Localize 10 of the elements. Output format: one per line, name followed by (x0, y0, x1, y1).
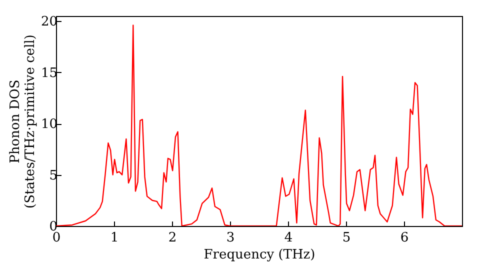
x-tick-label: 5 (342, 230, 351, 246)
x-tick-label: 4 (284, 230, 293, 246)
y-tick-label: 15 (40, 66, 58, 81)
x-tick-label: 3 (226, 230, 235, 246)
x-tick-label: 2 (168, 230, 177, 246)
y-axis-title: Phonon DOS (States/THz·primitive cell) (8, 34, 38, 209)
x-axis-title: Frequency (THz) (204, 248, 316, 262)
x-tick-label: 6 (400, 230, 409, 246)
x-tick-label: 1 (110, 230, 119, 246)
line-series (56, 24, 462, 226)
